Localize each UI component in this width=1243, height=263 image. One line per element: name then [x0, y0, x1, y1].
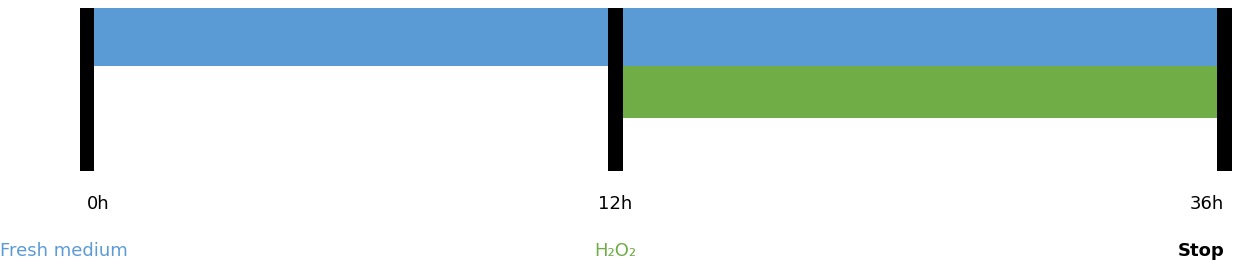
- Bar: [80, 8, 94, 171]
- Text: Fresh medium: Fresh medium: [0, 242, 128, 260]
- Bar: [87, 8, 1224, 66]
- Text: Stop: Stop: [1177, 242, 1224, 260]
- Bar: [615, 66, 1224, 118]
- Text: 0h: 0h: [87, 195, 109, 213]
- Bar: [1217, 8, 1232, 171]
- Text: H₂O₂: H₂O₂: [594, 242, 636, 260]
- Text: 36h: 36h: [1190, 195, 1224, 213]
- Text: 12h: 12h: [598, 195, 633, 213]
- Bar: [608, 8, 623, 171]
